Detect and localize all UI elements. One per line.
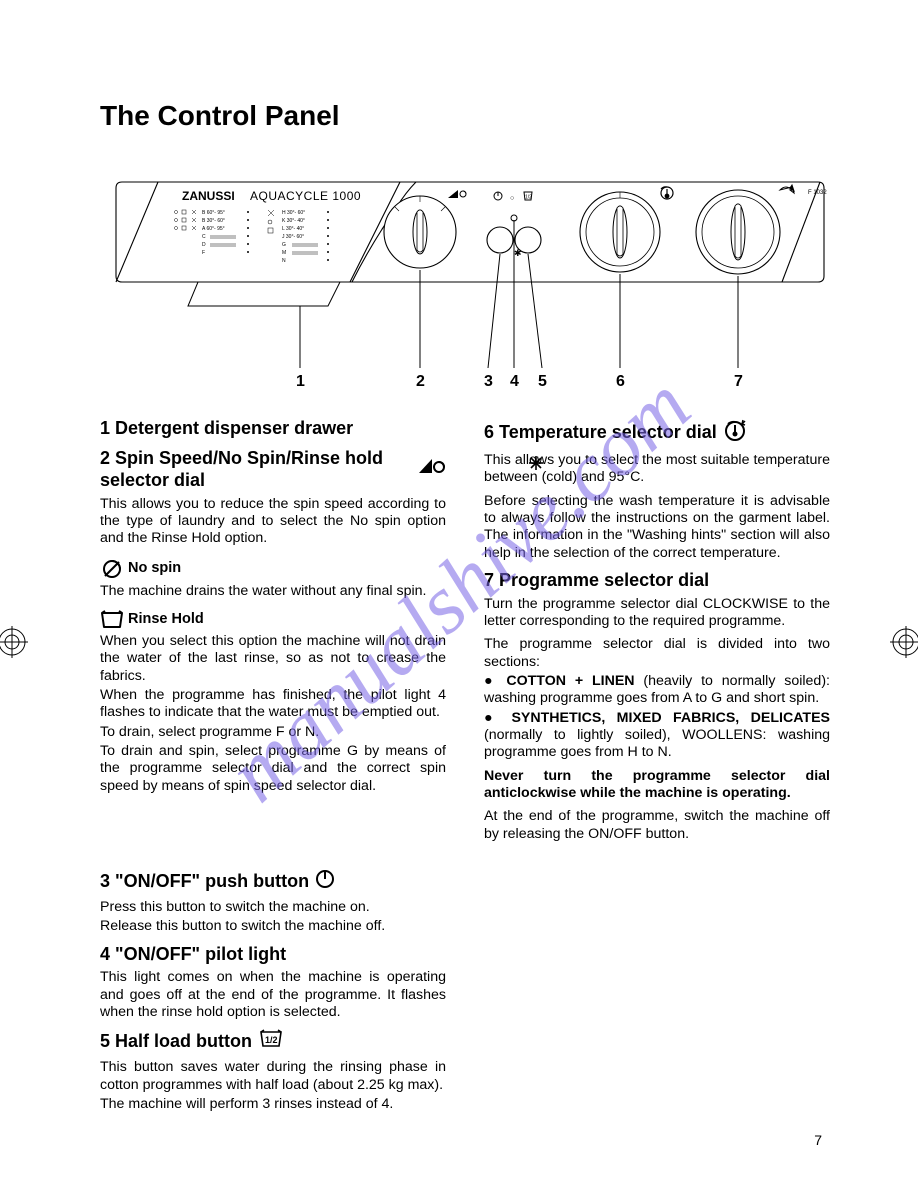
section-5-p2: The machine will perform 3 rinses instea… <box>100 1096 446 1113</box>
rinse-hold-t4: To drain and spin, select programme G by… <box>100 743 446 795</box>
diagram-brand: ZANUSSI <box>182 189 235 203</box>
crop-mark-right <box>890 626 918 658</box>
temperature-icon <box>723 418 747 448</box>
svg-text:4: 4 <box>510 373 519 390</box>
svg-text:J 30°- 60°: J 30°- 60° <box>282 234 304 240</box>
svg-text:○: ○ <box>510 195 514 202</box>
section-7-p4: At the end of the programme, switch the … <box>484 808 830 843</box>
section-7-p1: Turn the programme selector dial CLOCKWI… <box>484 596 830 631</box>
section-7-bullet1: ● COTTON + LINEN (heavily to normally so… <box>484 673 830 708</box>
section-5-p1: This button saves water during the rinsi… <box>100 1059 446 1094</box>
svg-text:D: D <box>202 242 206 248</box>
svg-text:G: G <box>282 242 286 248</box>
section-5-heading: 5 Half load button 1/2 <box>100 1029 446 1055</box>
diagram-callout-labels: 1 2 3 4 5 6 7 <box>296 373 743 390</box>
section-6-heading: 6 Temperature selector dial <box>484 418 830 448</box>
svg-text:L 30°- 40°: L 30°- 40° <box>282 226 304 232</box>
svg-text:2: 2 <box>416 373 425 390</box>
section-7-p3: Never turn the programme selector dial a… <box>484 768 830 803</box>
rinse-hold-heading: Rinse Hold <box>100 610 446 630</box>
section-7-bullet2: ● SYNTHETICS, MIXED FABRICS, DELICATES (… <box>484 710 830 762</box>
section-4-heading: 4 "ON/OFF" pilot light <box>100 944 446 966</box>
no-spin-text: The machine drains the water without any… <box>100 583 446 600</box>
section-3-p2: Release this button to switch the machin… <box>100 918 446 935</box>
svg-text:M: M <box>282 250 286 256</box>
crop-mark-left <box>0 626 28 658</box>
section-3-p1: Press this button to switch the machine … <box>100 899 446 916</box>
control-panel-diagram: ZANUSSI AQUACYCLE 1000 F 1032 B 60°- 95°… <box>110 170 830 410</box>
svg-text:3: 3 <box>484 373 493 390</box>
svg-text:7: 7 <box>734 373 743 390</box>
rinse-hold-t1: When you select this option the machine … <box>100 633 446 685</box>
section-7-p2: The programme selector dial is divided i… <box>484 636 830 671</box>
svg-text:A 60°- 95°: A 60°- 95° <box>202 226 225 232</box>
section-3-heading: 3 "ON/OFF" push button <box>100 869 446 895</box>
rinse-hold-icon <box>100 610 124 630</box>
page-number: 7 <box>814 1132 822 1148</box>
page-root: manualshive.com The Control Panel ZANUSS… <box>0 0 918 1188</box>
svg-text:5: 5 <box>538 373 547 390</box>
svg-text:1/2: 1/2 <box>525 195 532 201</box>
diagram-product: AQUACYCLE 1000 <box>250 189 361 203</box>
rinse-hold-t2: When the programme has finished, the pil… <box>100 687 446 722</box>
svg-text:K 30°- 40°: K 30°- 40° <box>282 218 305 224</box>
onoff-icon <box>315 869 335 895</box>
section-6-p2: Before selecting the wash temperature it… <box>484 493 830 562</box>
svg-text:B 60°- 95°: B 60°- 95° <box>202 210 225 216</box>
page-header: The Control Panel <box>100 100 828 132</box>
svg-text:N: N <box>282 258 286 264</box>
left-column: 1 Detergent dispenser drawer 2 Spin Spee… <box>100 418 446 1119</box>
section-2-p1: This allows you to reduce the spin speed… <box>100 496 446 548</box>
svg-text:B 30°- 60°: B 30°- 60° <box>202 218 225 224</box>
diagram-dial-temp <box>580 192 660 272</box>
page-title: The Control Panel <box>100 100 828 132</box>
half-load-icon: 1/2 <box>258 1029 284 1055</box>
section-1-heading: 1 Detergent dispenser drawer <box>100 418 446 440</box>
cold-icon <box>528 455 544 476</box>
section-4-p1: This light comes on when the machine is … <box>100 969 446 1021</box>
svg-text:6: 6 <box>616 373 625 390</box>
section-7-heading: 7 Programme selector dial <box>484 570 830 592</box>
no-spin-icon <box>100 558 124 580</box>
svg-text:C: C <box>202 234 206 240</box>
section-2-heading: 2 Spin Speed/No Spin/Rinse hold selector… <box>100 448 446 492</box>
svg-text:F: F <box>202 250 205 256</box>
svg-text:1/2: 1/2 <box>265 1035 278 1045</box>
diagram-dial-spin <box>384 196 456 268</box>
rinse-hold-t3: To drain, select programme F or N. <box>100 724 446 741</box>
diagram-drawer <box>188 282 340 306</box>
diagram-star: ✱ <box>514 248 522 258</box>
diagram-dial-prog <box>696 190 780 274</box>
spin-icon <box>418 457 446 483</box>
svg-text:1: 1 <box>296 373 305 390</box>
no-spin-heading: No spin <box>100 558 446 580</box>
diagram-model: F 1032 <box>808 190 827 196</box>
body-columns: 1 Detergent dispenser drawer 2 Spin Spee… <box>100 418 830 1119</box>
svg-text:H 30°- 60°: H 30°- 60° <box>282 210 305 216</box>
right-column: 6 Temperature selector dial This allows … <box>484 418 830 1119</box>
